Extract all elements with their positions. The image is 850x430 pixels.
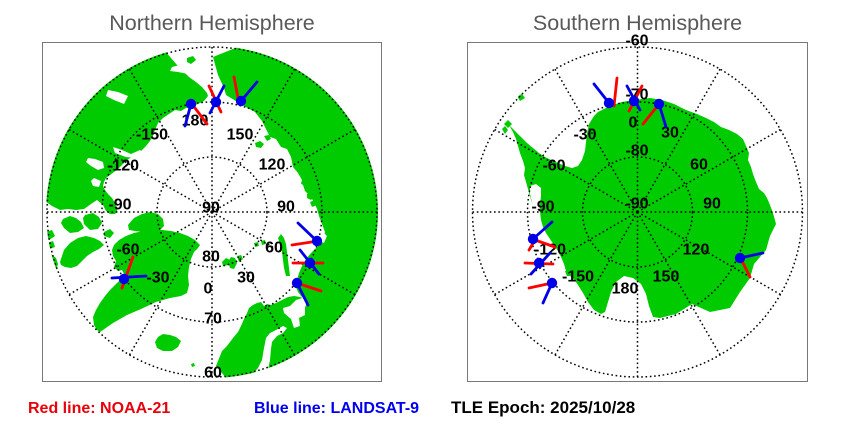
- svg-text:80: 80: [202, 249, 220, 266]
- svg-text:-150: -150: [562, 269, 594, 286]
- svg-text:90: 90: [202, 200, 220, 217]
- svg-text:-60: -60: [116, 242, 139, 259]
- svg-text:30: 30: [237, 270, 255, 287]
- svg-text:-90: -90: [625, 196, 648, 213]
- svg-text:90: 90: [277, 199, 295, 216]
- svg-text:150: 150: [227, 127, 254, 144]
- svg-text:60: 60: [690, 157, 708, 174]
- svg-text:Southern Hemisphere: Southern Hemisphere: [533, 11, 742, 35]
- svg-text:120: 120: [259, 157, 286, 174]
- svg-text:150: 150: [653, 269, 680, 286]
- svg-text:0: 0: [204, 281, 213, 298]
- svg-text:70: 70: [204, 311, 222, 328]
- svg-text:0: 0: [629, 115, 638, 132]
- svg-text:-120: -120: [534, 242, 566, 259]
- svg-text:180: 180: [612, 281, 639, 298]
- svg-text:120: 120: [683, 242, 710, 259]
- svg-text:-150: -150: [136, 127, 168, 144]
- svg-text:60: 60: [204, 365, 222, 382]
- svg-text:60: 60: [265, 240, 283, 257]
- svg-text:Red line: NOAA-21: Red line: NOAA-21: [28, 400, 170, 417]
- svg-text:-80: -80: [625, 143, 648, 160]
- svg-text:-90: -90: [531, 199, 554, 216]
- svg-text:-60: -60: [542, 158, 565, 175]
- svg-text:Northern Hemisphere: Northern Hemisphere: [109, 11, 315, 35]
- svg-text:30: 30: [661, 125, 679, 142]
- svg-text:-120: -120: [107, 158, 139, 175]
- svg-text:Blue line: LANDSAT-9: Blue line: LANDSAT-9: [254, 400, 419, 417]
- svg-text:90: 90: [703, 196, 721, 213]
- svg-text:-30: -30: [573, 127, 596, 144]
- svg-text:-30: -30: [146, 270, 169, 287]
- svg-text:-90: -90: [108, 197, 131, 214]
- svg-text:TLE Epoch: 2025/10/28: TLE Epoch: 2025/10/28: [451, 398, 635, 417]
- svg-text:-60: -60: [625, 33, 648, 50]
